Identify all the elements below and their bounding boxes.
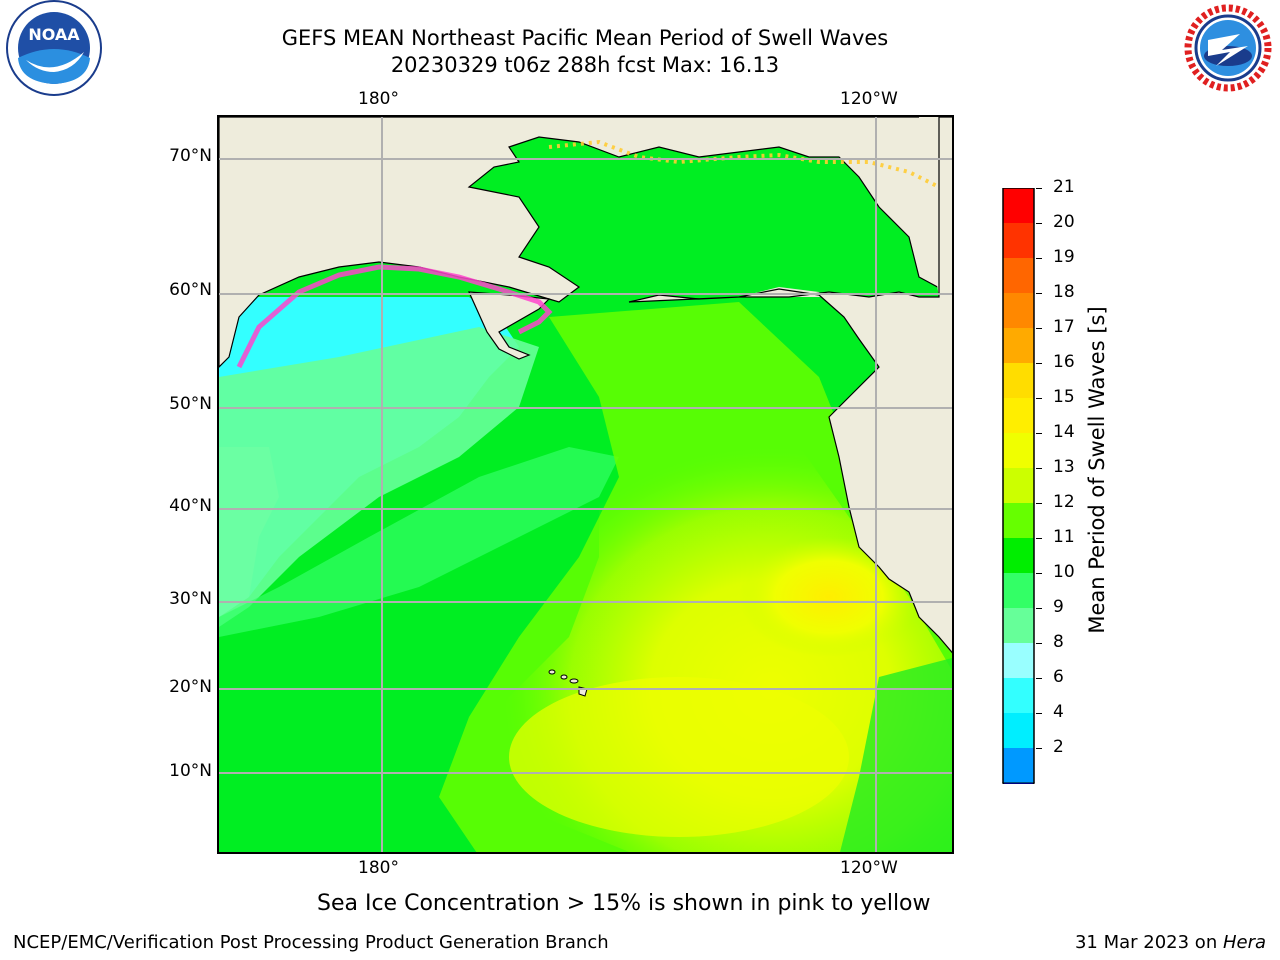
colorbar-tick	[1036, 293, 1042, 294]
colorbar-segment	[1003, 293, 1034, 328]
colorbar-tick-label: 21	[1053, 177, 1075, 197]
sea-ice-bering	[236, 264, 553, 369]
ocean-green-se	[840, 658, 952, 852]
colorbar-tick	[1036, 678, 1042, 679]
colorbar-segment	[1003, 503, 1034, 538]
colorbar-tick	[1036, 538, 1042, 539]
colorbar-segment	[1003, 223, 1034, 258]
land-alaska-siberia	[219, 117, 952, 368]
colorbar-segment	[1003, 538, 1034, 573]
footer-host: Hera	[1222, 932, 1266, 953]
colorbar-tick	[1036, 328, 1042, 329]
lon-label-top-120w: 120°W	[840, 89, 898, 109]
colorbar-tick-label: 15	[1053, 387, 1075, 407]
colorbar-segment	[1003, 573, 1034, 608]
colorbar-segment	[1003, 188, 1034, 223]
colorbar-tick-label: 6	[1053, 667, 1064, 687]
lat-label-70n: 70°N	[169, 146, 212, 166]
colorbar-segment	[1003, 258, 1034, 293]
colorbar-segment	[1003, 713, 1034, 748]
colorbar-segment	[1003, 748, 1034, 783]
colorbar-tick	[1036, 188, 1042, 189]
colorbar-segment	[1003, 608, 1034, 643]
lat-label-30n: 30°N	[169, 589, 212, 609]
lat-label-60n: 60°N	[169, 280, 212, 300]
colorbar-tick-label: 9	[1053, 597, 1064, 617]
colorbar-tick	[1036, 258, 1042, 259]
colorbar-tick	[1036, 503, 1042, 504]
colorbar-tick-label: 13	[1053, 457, 1075, 477]
colorbar-tick-label: 4	[1053, 702, 1064, 722]
noaa-logo-text: NOAA	[28, 25, 80, 44]
colorbar-tick	[1036, 468, 1042, 469]
colorbar-segment	[1003, 468, 1034, 503]
sea-ice-caption: Sea Ice Concentration > 15% is shown in …	[317, 891, 931, 916]
colorbar-segment	[1003, 643, 1034, 678]
noaa-logo: NOAA	[4, 0, 104, 100]
ocean-yellow-max	[739, 537, 919, 657]
footer-date: 31 Mar 2023 on	[1074, 932, 1223, 953]
colorbar-segment	[1003, 433, 1034, 468]
chart-title: GEFS MEAN Northeast Pacific Mean Period …	[281, 26, 889, 50]
ocean-band-10-11	[219, 447, 619, 637]
colorbar-title: Mean Period of Swell Waves [s]	[1085, 306, 1109, 634]
colorbar-tick-label: 10	[1053, 562, 1075, 582]
colorbar-tick-label: 8	[1053, 632, 1064, 652]
lat-label-20n: 20°N	[169, 677, 212, 697]
colorbar-tick-label: 11	[1053, 527, 1075, 547]
footer-left: NCEP/EMC/Verification Post Processing Pr…	[13, 932, 609, 953]
colorbar-segment	[1003, 363, 1034, 398]
colorbar-tick-label: 20	[1053, 212, 1075, 232]
footer-right: 31 Mar 2023 on Hera	[1075, 932, 1266, 953]
land-alaska-peninsula	[468, 291, 551, 360]
colorbar-tick-label: 19	[1053, 247, 1075, 267]
lat-label-40n: 40°N	[169, 496, 212, 516]
sea-ice-arctic	[548, 139, 940, 189]
lon-label-top-180: 180°	[358, 89, 399, 109]
colorbar-segment	[1003, 398, 1034, 433]
colorbar-tick	[1036, 748, 1042, 749]
colorbar-under-arrow	[1002, 782, 1035, 815]
colorbar-segment	[1003, 678, 1034, 713]
colorbar-tick	[1036, 643, 1042, 644]
colorbar-tick-label: 14	[1053, 422, 1075, 442]
map-panel	[217, 115, 954, 854]
colorbar-tick	[1036, 223, 1042, 224]
lon-label-bottom-120w: 120°W	[840, 858, 898, 878]
colorbar-tick	[1036, 573, 1042, 574]
ocean-yellow-south	[509, 677, 849, 837]
colorbar-tick	[1036, 433, 1042, 434]
colorbar-tick-label: 16	[1053, 352, 1075, 372]
colorbar-tick	[1036, 713, 1042, 714]
colorbar-tick	[1036, 398, 1042, 399]
ocean-band-9-10	[219, 327, 539, 627]
colorbar	[1002, 187, 1036, 815]
colorbar-segment	[1003, 328, 1034, 363]
colorbar-tick-label: 12	[1053, 492, 1075, 512]
lat-label-50n: 50°N	[169, 394, 212, 414]
colorbar-tick-label: 18	[1053, 282, 1075, 302]
chart-subtitle: 20230329 t06z 288h fcst Max: 16.13	[390, 53, 780, 77]
colorbar-tick-label: 17	[1053, 317, 1075, 337]
colorbar-tick	[1036, 608, 1042, 609]
colorbar-tick-label: 2	[1053, 737, 1064, 757]
map-gridlines	[219, 117, 952, 852]
lat-label-10n: 10°N	[169, 761, 212, 781]
colorbar-tick	[1036, 363, 1042, 364]
lon-label-bottom-180: 180°	[358, 858, 399, 878]
nws-logo	[1178, 0, 1278, 100]
